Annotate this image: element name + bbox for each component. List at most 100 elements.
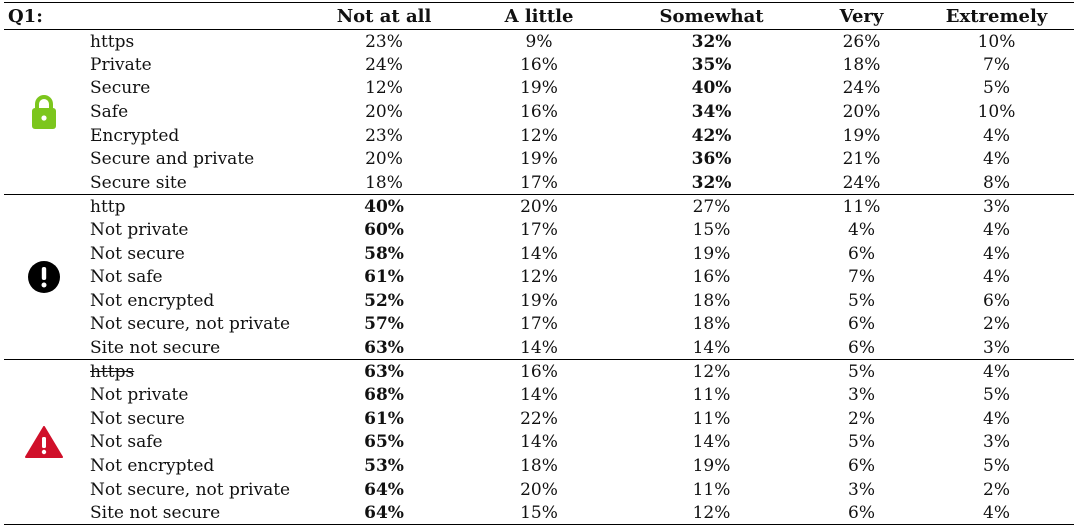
value-cell: 12%: [365, 78, 403, 99]
value-cell: 4%: [983, 149, 1010, 170]
value-cell: 19%: [842, 125, 881, 146]
value-cell: 4%: [919, 501, 1075, 526]
value-cell: 12%: [520, 267, 558, 288]
value-cell: 20%: [520, 479, 558, 500]
table-row: Not secure 61% 22% 11% 2% 4%: [4, 407, 1074, 431]
row-label: Not safe: [90, 267, 163, 288]
table-row: Not secure, not private 64% 20% 11% 3% 2%: [4, 478, 1074, 502]
row-label: Not secure, not private: [90, 314, 291, 335]
value-cell: 22%: [520, 408, 558, 429]
header-row: Q1: Not at all A little Somewhat Very Ex…: [4, 2, 1075, 30]
exclamation-circle-icon: [27, 261, 61, 294]
row-label: http: [90, 196, 126, 217]
row-label: Secure site: [84, 171, 310, 196]
row-label: Safe: [90, 102, 129, 123]
column-header-extremely: Extremely: [919, 2, 1075, 30]
value-cell: 2%: [983, 314, 1010, 335]
table-row: Site not secure 63% 14% 14% 6% 3%: [4, 336, 1075, 361]
table-row: Not private 60% 17% 15% 4% 4%: [4, 218, 1074, 242]
value-cell: 32%: [691, 31, 732, 52]
value-cell: 18%: [309, 171, 460, 196]
row-label: Not secure: [90, 243, 185, 264]
value-cell: 12%: [692, 361, 731, 382]
value-cell: 5%: [983, 385, 1010, 406]
value-cell: 11%: [842, 196, 881, 217]
value-cell: 5%: [983, 78, 1010, 99]
row-label: Encrypted: [90, 125, 180, 146]
value-cell: 61%: [364, 267, 404, 288]
value-cell: 40%: [364, 196, 404, 217]
table-row: Not secure, not private 57% 17% 18% 6% 2%: [4, 313, 1074, 337]
value-cell: 58%: [364, 243, 404, 264]
value-cell: 6%: [848, 455, 875, 476]
value-cell: 11%: [692, 408, 731, 429]
value-cell: 6%: [983, 290, 1010, 311]
value-cell: 2%: [983, 479, 1010, 500]
column-header-a-little: A little: [459, 2, 620, 30]
value-cell: 3%: [919, 336, 1075, 361]
lock-icon: [30, 95, 58, 130]
value-cell: 4%: [983, 361, 1010, 382]
value-cell: 19%: [520, 149, 558, 170]
table-header: Q1: Not at all A little Somewhat Very Ex…: [4, 2, 1075, 30]
row-label: Not secure, not private: [90, 479, 291, 500]
value-cell: 16%: [520, 102, 558, 123]
value-cell: 14%: [520, 385, 558, 406]
row-label: https: [90, 361, 135, 382]
value-cell: 5%: [848, 432, 875, 453]
value-cell: 32%: [619, 171, 805, 196]
value-cell: 16%: [520, 54, 558, 75]
value-cell: 20%: [365, 149, 403, 170]
value-cell: 53%: [364, 455, 404, 476]
value-cell: 7%: [848, 267, 875, 288]
value-cell: 6%: [804, 336, 920, 361]
value-cell: 18%: [692, 290, 731, 311]
value-cell: 57%: [364, 314, 404, 335]
group-icon-cell: [4, 29, 84, 196]
row-group-1: https 23% 9% 32% 26% 10% Private 24% 16% 35% 18% 7%…: [4, 29, 1075, 196]
row-label: Not private: [90, 220, 189, 241]
table-row: Not safe 65% 14% 14% 5% 3%: [4, 431, 1074, 455]
column-header-very: Very: [804, 2, 920, 30]
value-cell: 65%: [364, 432, 404, 453]
value-cell: 19%: [520, 78, 558, 99]
value-cell: 20%: [365, 102, 403, 123]
value-cell: 12%: [520, 125, 558, 146]
warning-triangle-icon: [25, 426, 63, 459]
value-cell: 15%: [459, 501, 620, 526]
value-cell: 7%: [983, 54, 1010, 75]
value-cell: 24%: [365, 54, 403, 75]
value-cell: 4%: [983, 267, 1010, 288]
value-cell: 14%: [520, 432, 558, 453]
value-cell: 42%: [691, 125, 732, 146]
value-cell: 4%: [983, 408, 1010, 429]
value-cell: 19%: [692, 455, 731, 476]
value-cell: 18%: [842, 54, 881, 75]
value-cell: 63%: [364, 361, 404, 382]
value-cell: 23%: [365, 125, 403, 146]
row-label: Site not secure: [84, 336, 310, 361]
value-cell: 35%: [691, 54, 732, 75]
value-cell: 19%: [520, 290, 558, 311]
value-cell: 15%: [692, 220, 731, 241]
value-cell: 5%: [983, 455, 1010, 476]
value-cell: 11%: [692, 479, 731, 500]
value-cell: 24%: [804, 171, 920, 196]
row-label: Not safe: [90, 432, 163, 453]
table-row: http 40% 20% 27% 11% 3%: [4, 194, 1074, 361]
value-cell: 23%: [365, 31, 403, 52]
value-cell: 10%: [977, 102, 1016, 123]
table-row: Encrypted 23% 12% 42% 19% 4%: [4, 124, 1074, 148]
value-cell: 4%: [983, 220, 1010, 241]
column-header-somewhat: Somewhat: [619, 2, 805, 30]
value-cell: 4%: [848, 220, 875, 241]
table-row: Not private 68% 14% 11% 3% 5%: [4, 383, 1074, 407]
value-cell: 6%: [804, 501, 920, 526]
row-group-2: http 40% 20% 27% 11% 3% Not private 60% 17% 15% 4%…: [4, 194, 1075, 361]
table-row: Not secure 58% 14% 19% 6% 4%: [4, 242, 1074, 266]
row-label: Secure: [90, 78, 151, 99]
value-cell: 14%: [692, 432, 731, 453]
value-cell: 36%: [691, 149, 732, 170]
value-cell: 5%: [848, 290, 875, 311]
